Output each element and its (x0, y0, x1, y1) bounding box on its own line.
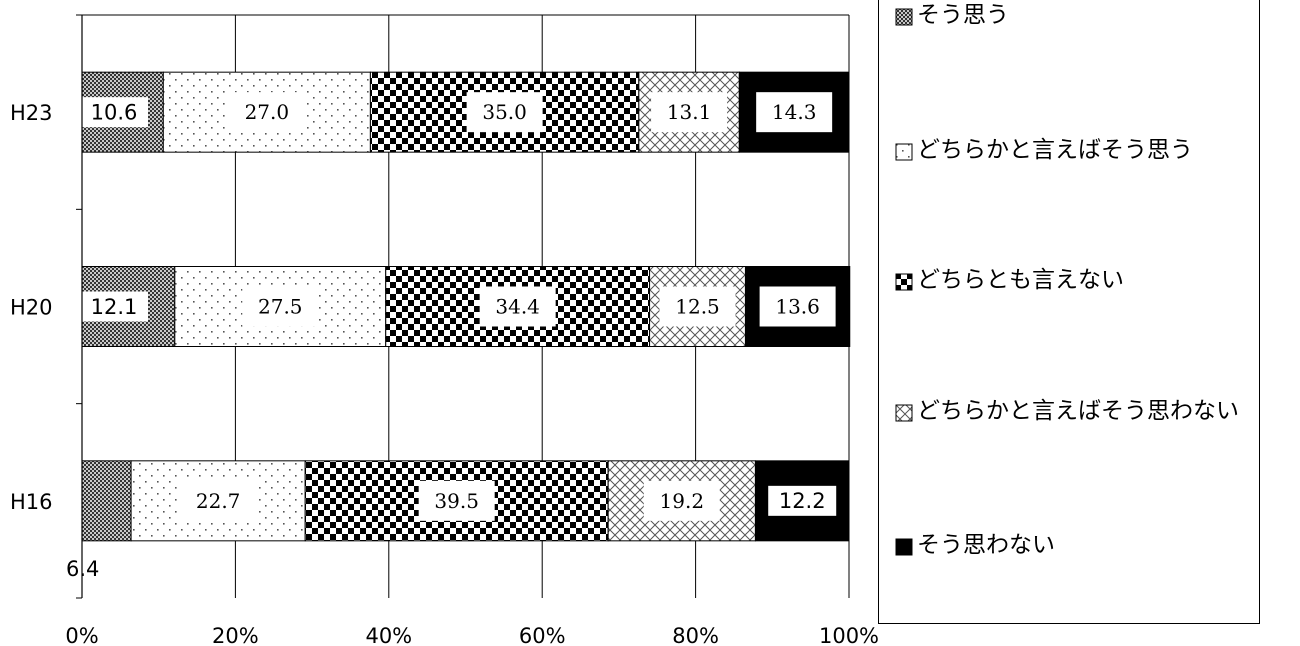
data-label: 6.4 (66, 557, 99, 581)
legend-swatch (895, 404, 913, 422)
data-label-box (659, 286, 736, 327)
data-label: 35.0 (482, 100, 527, 124)
data-label: 10.6 (91, 101, 138, 125)
x-tick-label: 100% (819, 624, 879, 646)
legend-item: どちらかと言えばそう思わない (895, 399, 1263, 424)
x-tick-label: 20% (212, 624, 259, 646)
x-tick-label: 80% (672, 624, 719, 646)
legend-label: どちらとも言えない (917, 267, 1124, 293)
y-category-label: H23 (10, 101, 53, 125)
data-label-box (228, 92, 305, 133)
data-label-box (418, 480, 495, 521)
data-label-box (756, 92, 833, 133)
legend-swatch (895, 8, 913, 26)
data-label: 27.5 (258, 295, 303, 319)
data-label: 34.4 (495, 295, 540, 319)
y-category-label: H16 (10, 490, 53, 514)
bar-segment (81, 460, 132, 542)
data-label-box (479, 286, 556, 327)
legend-label: そう思わない (917, 532, 1055, 558)
y-category-label: H20 (10, 296, 53, 320)
legend: そう思うどちらかと言えばそう思う どちらとも言えないどちらかと言えばそう思わないそ… (878, 0, 1260, 624)
data-label-box (466, 92, 543, 133)
data-label-box (180, 480, 257, 521)
data-label: 39.5 (434, 489, 479, 513)
data-label: 12.5 (675, 295, 720, 319)
legend-swatch (895, 273, 913, 291)
data-label-box (759, 286, 836, 327)
legend-label: どちらかと言えばそう思わない (917, 398, 1239, 424)
legend-swatch (895, 538, 913, 556)
data-label-box (242, 286, 319, 327)
legend-item: どちらかと言えばそう思う (895, 138, 1263, 163)
data-labels: 10.6 27.0 35.0 13.1 14.3 12.1 27.5 34.4 12.5 13.6… (66, 92, 837, 581)
legend-item: そう思わない (895, 533, 1263, 558)
axes: 0% 20% 40% 60% 80% 100% H23 H20 H16 (10, 14, 879, 646)
data-label: 14.3 (772, 100, 817, 124)
data-label: 27.0 (245, 100, 290, 124)
data-label-box (768, 485, 837, 516)
legend-swatch (895, 143, 913, 161)
x-tick-label: 40% (365, 624, 412, 646)
data-label: 13.1 (667, 100, 712, 124)
data-label: 19.2 (660, 489, 705, 513)
data-label-box (80, 291, 148, 322)
legend-item: どちらとも言えない (895, 268, 1263, 293)
data-label: 12.1 (91, 295, 138, 319)
data-label-box (80, 97, 148, 128)
data-label-box (643, 480, 720, 521)
x-tick-label: 60% (519, 624, 566, 646)
x-tick-label: 0% (65, 624, 98, 646)
data-label: 12.2 (779, 489, 826, 513)
legend-label: そう思う (917, 2, 1009, 28)
data-label-box (651, 92, 728, 133)
data-label: 13.6 (775, 295, 820, 319)
legend-item: そう思う (895, 3, 1263, 28)
data-label: 22.7 (196, 489, 241, 513)
legend-label: どちらかと言えばそう思う (917, 137, 1193, 163)
